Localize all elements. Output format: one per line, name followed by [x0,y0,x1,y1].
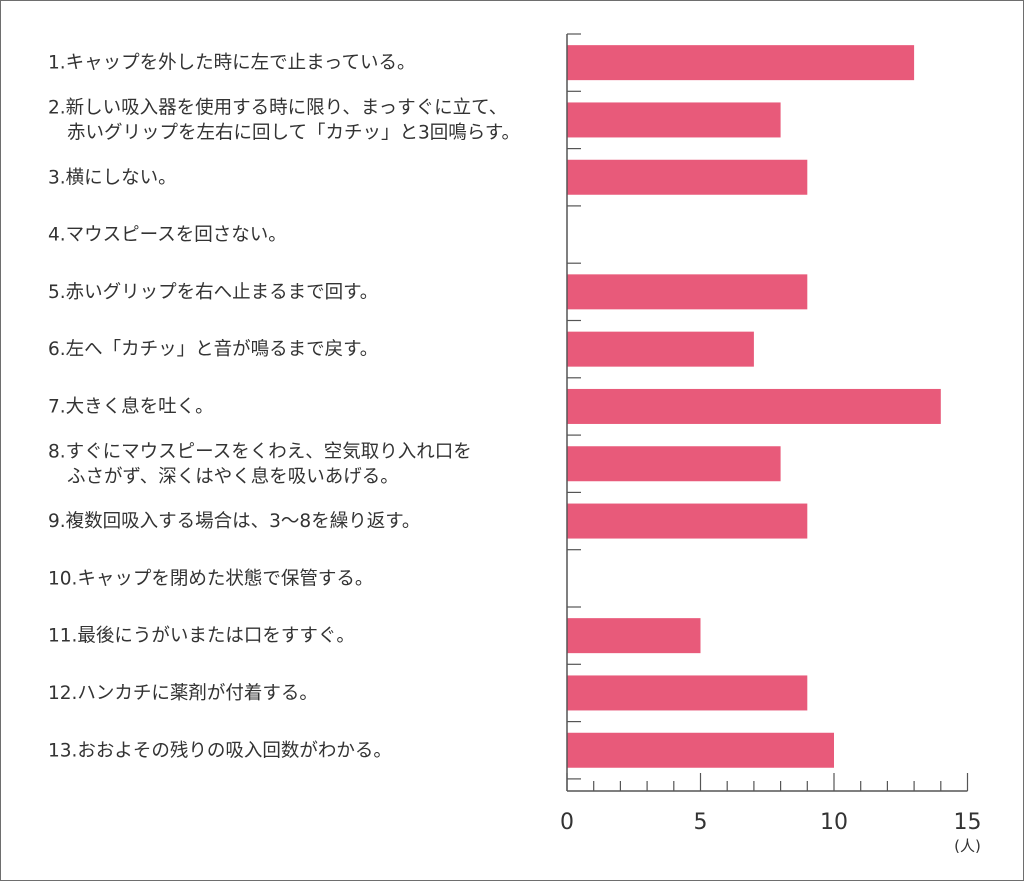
x-tick-labels: 0 5 10 15 [560,810,982,835]
category-label: 2.新しい吸入器を使用する時に限り、まっすぐに立て、 [48,97,507,118]
category-label: 9.複数回吸入する場合は、3～8を繰り返す。 [48,511,420,532]
category-label: 11.最後にうがいまたは口をすすぐ。 [48,626,355,647]
bar [567,446,781,482]
category-label: 13.おおよその残りの吸入回数がわかる。 [48,740,392,761]
bar [567,388,941,424]
category-label: 10.キャップを閉めた状態で保管する。 [48,568,373,589]
x-tick-label: 15 [954,810,982,835]
x-tick-label: 5 [694,810,708,835]
bar [567,675,808,711]
bar [567,45,915,81]
category-label: 12.ハンカチに薬剤が付着する。 [48,683,318,704]
x-axis-unit: (人) [954,837,981,855]
bar [567,331,754,367]
category-label: 4.マウスピースを回さない。 [48,225,287,246]
bar [567,503,808,539]
category-label: 7.大きく息を吐く。 [48,396,214,417]
bar [567,159,808,195]
category-label: 6.左へ「カチッ」と音が鳴るまで戻す。 [48,339,378,360]
category-label: 8.すぐにマウスピースをくわえ、空気取り入れ口を [48,441,472,462]
category-label: 3.横にしない。 [48,167,177,188]
axes [566,33,969,792]
category-label: 赤いグリップを左右に回して「カチッ」と3回鳴らす。 [67,122,520,143]
x-tick-label: 10 [820,810,848,835]
bar [567,732,834,768]
category-labels: 1.キャップを外した時に左で止まっている。 2.新しい吸入器を使用する時に限り、ま… [48,53,520,762]
bars [567,45,941,768]
bar [567,102,781,138]
category-label: 1.キャップを外した時に左で止まっている。 [48,53,416,74]
bar [567,274,808,310]
x-tick-label: 0 [560,810,574,835]
category-label: ふさがず、深くはやく息を吸いあげる。 [67,466,399,487]
category-label: 5.赤いグリップを右へ止まるまで回す。 [48,282,378,303]
bar [567,618,701,654]
